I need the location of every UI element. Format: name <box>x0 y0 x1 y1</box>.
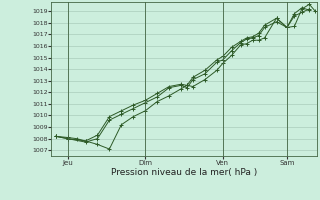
X-axis label: Pression niveau de la mer( hPa ): Pression niveau de la mer( hPa ) <box>111 168 257 177</box>
